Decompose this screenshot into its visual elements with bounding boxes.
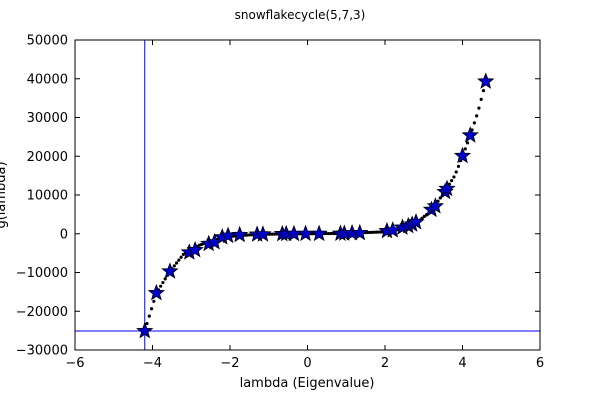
star-marker	[438, 179, 456, 197]
curve-dot	[161, 280, 165, 285]
star-marker	[254, 225, 272, 242]
y-tick-label: −30000	[16, 344, 68, 359]
curve-dot	[365, 230, 370, 235]
curve-dot	[370, 230, 374, 234]
y-tick-label: 50000	[27, 34, 68, 49]
curve-dot	[463, 147, 467, 151]
y-tick-label: −10000	[16, 266, 68, 281]
star-marker	[136, 321, 154, 339]
curve-dot	[163, 277, 167, 281]
curve-dot	[368, 230, 372, 235]
star-marker	[161, 262, 179, 279]
star-marker	[296, 224, 315, 242]
y-tick-label: 10000	[27, 189, 68, 204]
star-marker	[426, 197, 445, 214]
curve-dot	[327, 231, 331, 236]
curve-dot	[375, 230, 379, 234]
star-marker	[186, 240, 204, 258]
curve-dot	[247, 233, 251, 237]
x-tick-label: 4	[458, 356, 466, 371]
star-marker	[477, 72, 495, 89]
curve-dot	[420, 216, 424, 220]
x-tick-label: −2	[220, 356, 239, 371]
curve-dot	[450, 178, 454, 183]
y-tick-label: 0	[60, 227, 68, 242]
curve-dot	[472, 121, 476, 125]
chart-title: snowflakecycle(5,7,3)	[235, 8, 366, 22]
star-marker	[147, 283, 166, 301]
curve-dot	[147, 314, 151, 318]
curve-dot	[172, 264, 176, 268]
curve-dot	[159, 284, 163, 288]
curve-dot	[329, 231, 333, 236]
curve-dot	[270, 232, 274, 236]
curve-dot	[477, 106, 481, 110]
x-tick-label: 2	[381, 356, 389, 371]
curve-dot	[179, 255, 183, 259]
x-axis-label: lambda (Eigenvalue)	[240, 376, 375, 391]
curve-dot	[272, 232, 276, 236]
x-tick-label: −4	[143, 356, 162, 371]
x-tick-label: −6	[65, 356, 84, 371]
star-marker	[461, 126, 479, 143]
curve-dot	[152, 299, 156, 303]
curve-dot	[422, 214, 426, 218]
y-axis-label: g(lambda)	[0, 161, 9, 228]
curve-dot	[479, 97, 483, 101]
y-tick-label: −20000	[16, 305, 68, 320]
star-marker	[351, 223, 369, 241]
plot-content	[75, 40, 540, 350]
y-tick-label: 40000	[27, 72, 68, 87]
star-marker	[231, 225, 249, 243]
curve-dot	[481, 89, 486, 93]
curve-dot	[174, 261, 179, 265]
x-tick-label: 6	[536, 356, 544, 371]
curve-dot	[149, 307, 154, 311]
curve-dot	[145, 321, 149, 326]
curve-dot	[177, 258, 181, 262]
y-tick-label: 20000	[27, 150, 68, 165]
star-marker	[407, 213, 425, 230]
plot-layer	[75, 40, 540, 350]
curve-dot	[454, 170, 458, 174]
eigenvalue-series	[136, 72, 495, 339]
curve-dot	[377, 230, 381, 234]
curve-dot	[372, 230, 376, 234]
star-marker	[310, 224, 328, 242]
curve-dot	[452, 175, 456, 179]
y-tick-label: 30000	[27, 111, 68, 126]
curve-dot	[456, 164, 461, 168]
curve-dot	[465, 141, 470, 145]
curve-dot	[475, 114, 479, 118]
curve-dot	[325, 231, 329, 236]
star-marker	[453, 146, 472, 164]
axis-layer: −6 −4 −2 0 2 4 6 −30000 −20000 −10000 0 10000 20000 3…	[16, 34, 544, 372]
x-tick-label: 0	[303, 356, 311, 371]
